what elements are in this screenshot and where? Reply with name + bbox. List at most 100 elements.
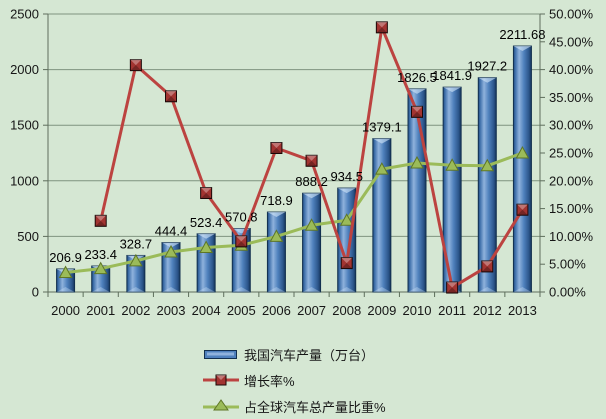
x-axis-label: 2008 [332, 303, 361, 318]
bar-bottom-bevel [372, 287, 391, 292]
bar-value-label: 1826.5 [397, 70, 437, 85]
bar-value-label: 570.8 [225, 210, 258, 225]
bar-value-label: 1379.1 [362, 120, 402, 135]
growth-line-swatch-icon [203, 374, 239, 386]
bar-value-label: 328.7 [120, 236, 153, 251]
growth-marker-highlight [446, 282, 458, 288]
growth-marker-highlight [376, 21, 388, 28]
growth-marker [340, 257, 353, 270]
share-marker [269, 229, 284, 242]
legend-item-production: 我国汽车产量（万台） [203, 341, 386, 367]
growth-marker-highlight [95, 215, 107, 221]
bar-top-bevel [408, 88, 426, 94]
bar-value-label: 233.4 [84, 247, 117, 262]
x-axis-label: 2009 [367, 303, 396, 318]
x-axis-label: 2011 [438, 303, 466, 318]
bar-bottom-bevel [197, 287, 216, 292]
x-axis-label: 2004 [192, 303, 221, 318]
x-axis-label: 2002 [121, 303, 150, 318]
x-axis-label: 2001 [86, 303, 115, 318]
share-marker [515, 145, 530, 159]
x-axis-label: 2005 [227, 303, 256, 318]
bar-value-label: 523.4 [190, 215, 223, 230]
bar [302, 192, 322, 293]
right-axis-label: 35.00% [549, 90, 594, 105]
share-marker [339, 213, 354, 226]
bar-value-label: 934.5 [330, 169, 363, 184]
bar [477, 77, 497, 293]
left-axis-label: 2000 [10, 62, 39, 77]
right-axis-label: 5.00% [549, 257, 586, 272]
share-marker [445, 158, 459, 171]
growth-marker-shadow [481, 266, 493, 272]
bar-bottom-bevel [232, 287, 251, 292]
bar-value-label: 444.4 [155, 224, 188, 239]
growth-marker-shadow [306, 160, 318, 167]
bar-top-bevel [443, 87, 462, 93]
legend-item-global-share: 占全球汽车总产量比重% [203, 393, 386, 419]
growth-marker [411, 105, 423, 118]
bar-bottom-bevel [126, 287, 145, 292]
bar [512, 45, 532, 293]
growth-marker [305, 154, 318, 167]
bar-top-bevel [302, 193, 321, 199]
right-axis-label: 45.00% [549, 34, 594, 49]
growth-marker-shadow [376, 27, 388, 33]
growth-marker [235, 235, 248, 248]
right-axis-label: 40.00% [549, 62, 594, 77]
x-axis-label: 2010 [403, 303, 432, 318]
right-axis-label: 10.00% [549, 229, 594, 244]
bar-top-bevel [513, 46, 532, 52]
bar-value-label: 2211.68 [499, 27, 545, 42]
growth-marker-highlight [200, 187, 212, 194]
share-marker [410, 155, 424, 169]
bar-bottom-bevel [478, 287, 497, 292]
right-axis-label: 15.00% [549, 201, 594, 216]
growth-marker-shadow [130, 65, 142, 71]
legend-label-growth-rate: 增长率% [244, 373, 295, 389]
growth-marker-shadow [516, 209, 528, 216]
left-axis-label: 2500 [10, 7, 39, 22]
growth-marker-shadow [411, 111, 423, 118]
x-axis-label: 2000 [51, 303, 80, 318]
growth-marker [516, 203, 529, 216]
bar-value-label: 206.9 [49, 250, 82, 265]
growth-marker-highlight [130, 59, 142, 66]
bar-top-bevel [372, 138, 391, 144]
growth-marker [481, 260, 494, 273]
x-axis-label: 2012 [473, 303, 502, 318]
bar-bottom-bevel [56, 287, 75, 292]
growth-marker-highlight [516, 204, 528, 210]
growth-marker [165, 90, 177, 103]
bar-series-swatch-icon [204, 350, 237, 359]
bar [266, 211, 286, 293]
growth-marker-shadow [235, 241, 247, 247]
growth-marker [270, 141, 283, 154]
bar-bottom-bevel [162, 287, 180, 292]
bar-value-label: 1927.2 [467, 59, 507, 74]
x-axis-label: 2013 [508, 303, 537, 318]
growth-marker-shadow [165, 96, 177, 102]
share-marker [58, 265, 73, 279]
growth-marker-shadow [95, 220, 107, 227]
legend-label-production: 我国汽车产量（万台） [244, 347, 375, 363]
legend-label-global-share: 占全球汽车总产量比重% [244, 399, 386, 415]
growth-marker-shadow [270, 147, 282, 154]
share-marker [93, 261, 108, 275]
left-axis-label: 1000 [10, 173, 39, 188]
bar-bottom-bevel [408, 287, 426, 292]
share-marker [304, 218, 319, 231]
x-axis-label: 2007 [297, 303, 326, 318]
bar-bottom-bevel [302, 287, 321, 292]
growth-marker [375, 21, 388, 34]
chart-legend: 我国汽车产量（万台） 增长率% 占全球汽车总产量比重% [203, 341, 386, 419]
bar-top-bevel [197, 233, 216, 239]
share-marker [164, 244, 178, 258]
bar-bottom-bevel [513, 287, 532, 292]
growth-marker-shadow [446, 287, 458, 294]
growth-marker [94, 214, 107, 227]
growth-marker [200, 187, 213, 200]
bar-bottom-bevel [267, 287, 286, 292]
bar-top-bevel [267, 212, 286, 218]
